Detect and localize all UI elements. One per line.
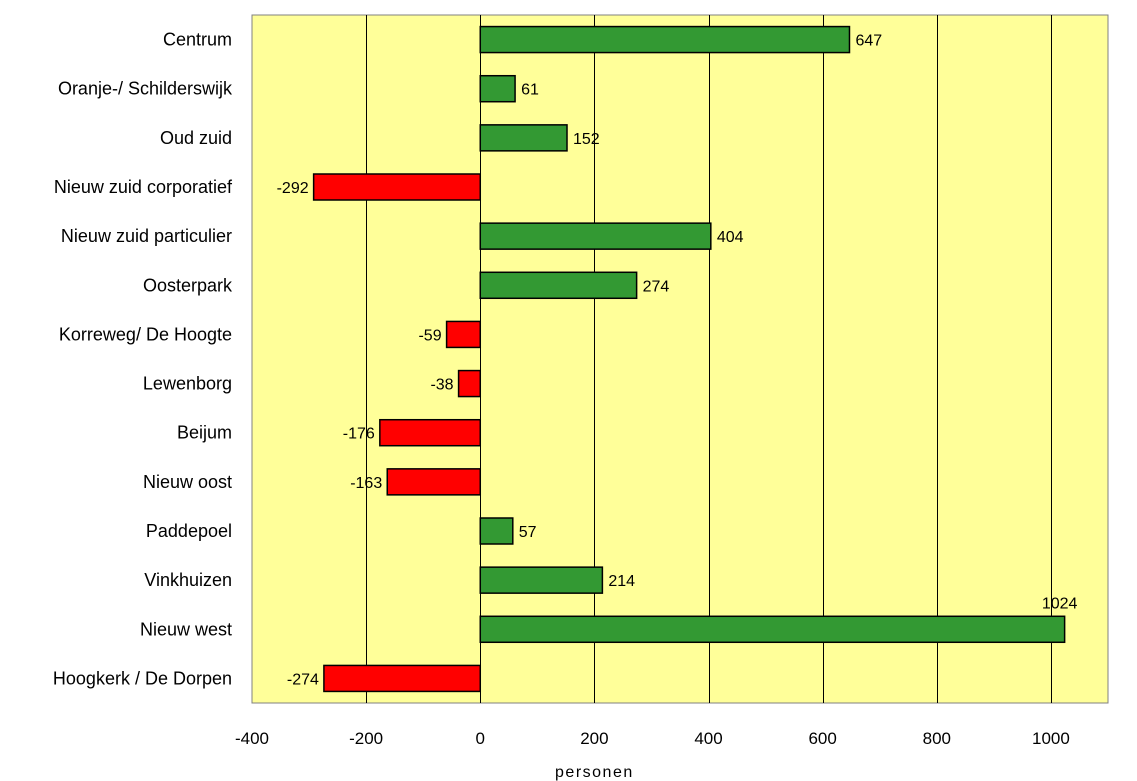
category-label: Korreweg/ De Hoogte bbox=[59, 324, 232, 344]
x-axis-title: personen bbox=[555, 764, 634, 781]
bar bbox=[445, 320, 482, 349]
x-tick-label: 600 bbox=[808, 729, 836, 748]
category-label: Vinkhuizen bbox=[144, 570, 232, 590]
x-tick-labels: -400 -200 0 200 400 600 800 1000 bbox=[235, 729, 1070, 748]
bar bbox=[479, 517, 514, 545]
x-tick-label: -200 bbox=[349, 729, 383, 748]
data-label: 152 bbox=[573, 131, 600, 148]
category-label: Oosterpark bbox=[143, 275, 233, 295]
bar bbox=[479, 615, 1066, 644]
category-label: Centrum bbox=[163, 30, 232, 50]
category-label: Oud zuid bbox=[160, 128, 232, 148]
bar bbox=[479, 25, 851, 54]
category-label: Beijum bbox=[177, 423, 232, 443]
data-label: 647 bbox=[855, 33, 882, 50]
data-label: 57 bbox=[519, 524, 537, 541]
category-label: Nieuw oost bbox=[143, 472, 232, 492]
bar bbox=[312, 173, 482, 201]
data-label: -176 bbox=[343, 426, 375, 443]
data-label: -38 bbox=[430, 377, 453, 394]
bar bbox=[479, 566, 604, 594]
bar bbox=[379, 418, 482, 447]
data-label: 274 bbox=[643, 278, 670, 295]
category-label: Paddepoel bbox=[146, 521, 232, 541]
data-label: -59 bbox=[418, 327, 441, 344]
x-tick-label: 200 bbox=[580, 729, 608, 748]
data-label: 61 bbox=[521, 82, 539, 99]
data-label: -292 bbox=[277, 180, 309, 197]
category-label: Lewenborg bbox=[143, 374, 232, 394]
x-tick-label: 400 bbox=[694, 729, 722, 748]
bars bbox=[312, 25, 1066, 693]
bar bbox=[479, 124, 568, 152]
data-label: 1024 bbox=[1042, 595, 1078, 612]
bar bbox=[479, 222, 712, 250]
category-label: Nieuw zuid particulier bbox=[61, 226, 232, 246]
category-label: Nieuw zuid corporatief bbox=[54, 177, 233, 197]
bar bbox=[323, 664, 482, 693]
x-tick-label: -400 bbox=[235, 729, 269, 748]
bar bbox=[386, 468, 482, 496]
data-label: -274 bbox=[287, 671, 319, 688]
category-labels: Centrum Oranje-/ Schilderswijk Oud zuid Nie… bbox=[53, 30, 233, 689]
category-label: Hoogkerk / De Dorpen bbox=[53, 668, 232, 688]
category-label: Oranje-/ Schilderswijk bbox=[58, 79, 233, 99]
data-labels: 647 61 152 -292 404 274 -59 -38 -176 -163 57 214 102… bbox=[277, 33, 1078, 689]
bar bbox=[479, 271, 638, 300]
category-label: Nieuw west bbox=[140, 619, 232, 639]
plot-area bbox=[251, 14, 1109, 704]
bar bbox=[479, 74, 516, 103]
data-label: 214 bbox=[608, 573, 635, 590]
bar bbox=[457, 369, 482, 398]
x-tick-label: 800 bbox=[923, 729, 951, 748]
data-label: 404 bbox=[717, 229, 744, 246]
data-label: -163 bbox=[350, 475, 382, 492]
x-tick-label: 0 bbox=[476, 729, 485, 748]
x-tick-label: 1000 bbox=[1032, 729, 1070, 748]
